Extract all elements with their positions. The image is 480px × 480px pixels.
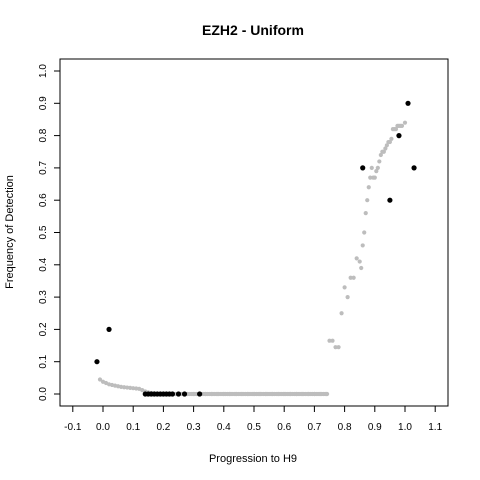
fitted-point	[348, 275, 353, 280]
observed-point	[94, 359, 100, 365]
fitted-point	[381, 149, 386, 154]
fitted-point	[399, 123, 405, 129]
y-tick-label: 0.5	[38, 225, 49, 239]
fitted-point	[384, 143, 389, 148]
fitted-point	[97, 377, 103, 382]
fitted-point	[351, 275, 356, 280]
observed-point	[360, 165, 366, 171]
chart-title: EZH2 - Uniform	[202, 22, 304, 38]
fitted-point	[378, 152, 383, 158]
fitted-point	[372, 175, 377, 180]
x-axis: -0.1 0.0 0.1 0.2 0.3 0.4 0.5 0.6 0.7 0.8 0.9 1.0 1.1	[64, 406, 443, 433]
fitted-point	[327, 338, 332, 343]
observed-point	[396, 133, 402, 139]
y-axis-label: Frequency of Detection	[4, 175, 16, 289]
x-axis-label: Progression to H9	[209, 453, 297, 465]
fitted-point	[330, 338, 335, 343]
fitted-point	[368, 175, 373, 180]
y-tick-label: 0.8	[38, 128, 49, 142]
observed-point	[181, 391, 188, 397]
y-axis: 0.0 0.1 0.2 0.3 0.4 0.5 0.6 0.7 0.8 0.9 1.0	[38, 64, 60, 401]
x-tick-label: 0.0	[96, 422, 110, 433]
x-tick-label: 0.1	[126, 422, 140, 433]
plot-frame	[59, 58, 449, 407]
x-tick-label: 0.3	[187, 422, 201, 433]
x-tick-label: 1.0	[398, 422, 412, 433]
fitted-point	[359, 265, 364, 271]
fitted-point	[357, 259, 362, 264]
fitted-point	[402, 120, 408, 125]
x-tick-label: 0.2	[156, 422, 170, 433]
observed-point	[411, 165, 417, 171]
observed-point	[175, 391, 182, 397]
x-tick-label: 0.9	[368, 422, 382, 433]
fitted-point	[336, 345, 341, 350]
fitted-point	[369, 165, 374, 170]
observed-point	[387, 197, 393, 203]
y-tick-label: 1.0	[38, 64, 49, 78]
x-tick-label: 1.1	[428, 422, 442, 433]
y-tick-label: 0.6	[38, 193, 49, 207]
observed-point	[197, 391, 203, 397]
fitted-point	[333, 345, 338, 350]
x-tick-label: -0.1	[64, 422, 82, 433]
observed-series	[94, 100, 417, 397]
y-tick-label: 0.0	[38, 387, 49, 401]
fitted-series	[97, 120, 408, 397]
y-tick-label: 0.2	[38, 322, 49, 336]
x-tick-label: 0.7	[307, 422, 321, 433]
y-tick-label: 0.4	[38, 257, 49, 271]
fitted-point	[377, 159, 382, 164]
observed-point	[169, 391, 176, 397]
fitted-point	[366, 185, 371, 190]
fitted-point	[389, 136, 394, 141]
y-tick-label: 0.7	[38, 161, 49, 175]
observed-point	[405, 100, 411, 106]
fitted-point	[345, 295, 350, 300]
x-tick-label: 0.5	[247, 422, 261, 433]
fitted-point	[360, 243, 365, 248]
fitted-point	[324, 391, 330, 397]
fitted-point	[342, 285, 347, 290]
x-tick-label: 0.4	[217, 422, 231, 433]
fitted-point	[375, 165, 380, 170]
fitted-point	[393, 127, 399, 132]
fitted-point	[363, 211, 368, 216]
y-tick-label: 0.3	[38, 290, 49, 304]
x-tick-label: 0.8	[338, 422, 352, 433]
y-tick-label: 0.9	[38, 96, 49, 110]
fitted-point	[362, 230, 367, 235]
fitted-point	[365, 198, 370, 203]
y-tick-label: 0.1	[38, 354, 49, 368]
observed-point	[106, 326, 112, 332]
fitted-point	[339, 311, 344, 316]
fitted-point	[374, 169, 379, 174]
fitted-point	[354, 256, 359, 261]
x-tick-label: 0.6	[277, 422, 291, 433]
fitted-point	[383, 146, 388, 151]
fitted-point	[387, 139, 392, 145]
